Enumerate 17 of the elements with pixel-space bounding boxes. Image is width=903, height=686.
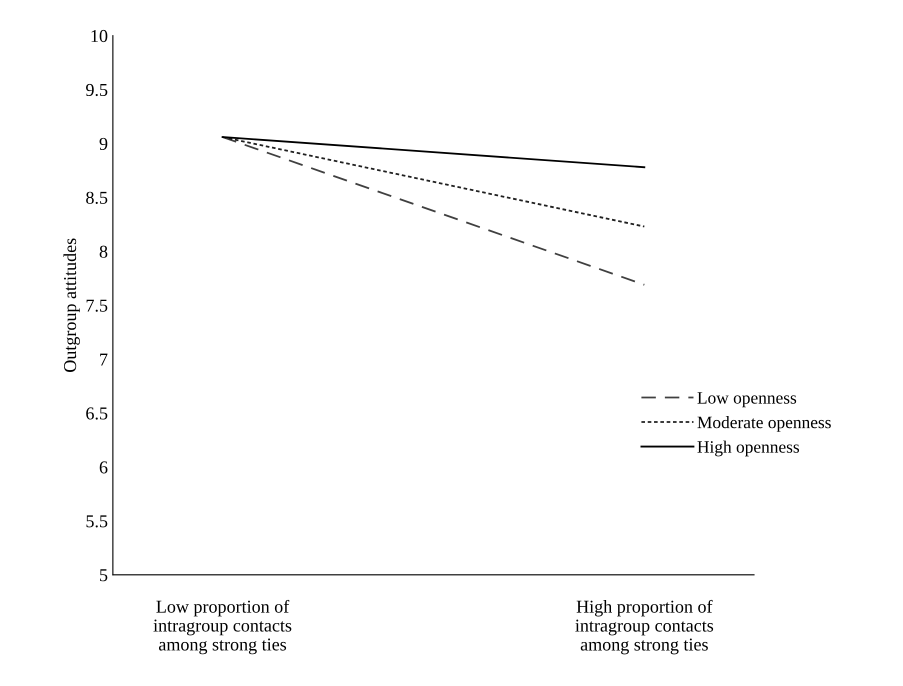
y-tick-label: 7.5: [86, 300, 108, 312]
legend-label: Moderate openness: [697, 416, 831, 432]
y-tick-label: 9: [100, 138, 108, 150]
y-tick-label: 6: [100, 461, 108, 474]
y-tick-label: 8: [100, 246, 108, 258]
y-tick-label: 10: [92, 30, 108, 42]
x-tick-label: Low proportion of intragroup contacts among strong ties: [153, 600, 292, 654]
y-tick-label: 5: [100, 569, 108, 582]
x-tick-label: High proportion of intragroup contacts among strong ties: [575, 600, 714, 654]
y-tick-label: 6.5: [86, 407, 108, 420]
legend-label: Low openness: [697, 392, 796, 408]
y-tick-label: 7: [100, 354, 108, 366]
y-tick-label: 8.5: [86, 192, 108, 204]
y-tick-label: 9.5: [86, 84, 108, 96]
y-axis-title: Outgroup attitudes: [63, 238, 80, 372]
legend-label: High openness: [697, 440, 800, 456]
y-tick-label: 5.5: [86, 515, 108, 528]
